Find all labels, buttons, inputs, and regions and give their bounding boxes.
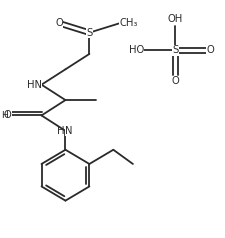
Text: N: N <box>65 126 73 136</box>
Text: S: S <box>86 28 92 38</box>
Text: S: S <box>172 45 178 55</box>
Text: O: O <box>3 110 11 120</box>
Text: H: H <box>1 111 8 120</box>
Text: H: H <box>57 126 64 136</box>
Text: O: O <box>55 18 63 28</box>
Text: CH₃: CH₃ <box>120 18 138 28</box>
Text: OH: OH <box>168 14 183 24</box>
Text: O: O <box>171 76 179 86</box>
Text: HN: HN <box>27 80 42 90</box>
Text: O: O <box>207 45 215 55</box>
Text: HO: HO <box>128 45 144 55</box>
